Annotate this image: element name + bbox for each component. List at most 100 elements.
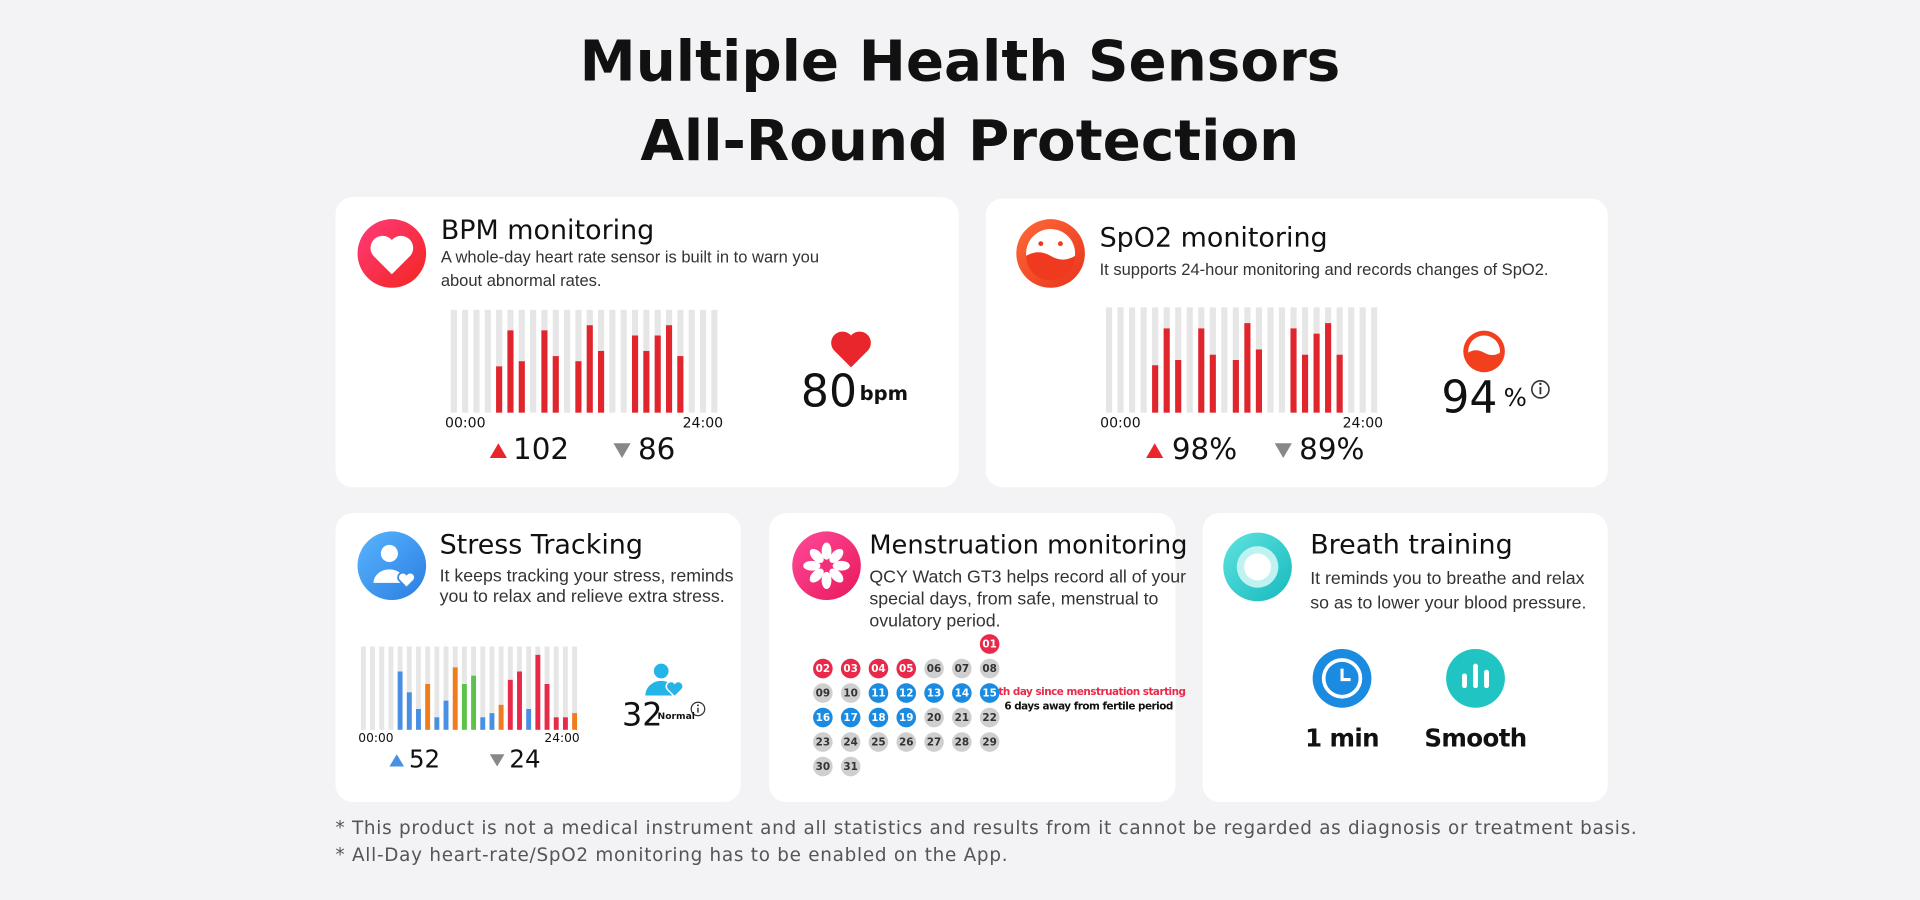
calendar-day — [979, 683, 1000, 703]
bar — [1336, 354, 1343, 413]
bar — [452, 667, 458, 730]
bar — [1175, 360, 1182, 413]
calendar-day — [840, 756, 861, 777]
bar-track — [496, 309, 503, 413]
bar-track — [620, 309, 627, 413]
bar-track — [530, 309, 537, 413]
card-description: A whole-day heart rate sensor is built i… — [441, 248, 819, 267]
bar-track — [379, 646, 385, 730]
bar — [572, 713, 578, 730]
bar — [1313, 333, 1320, 413]
bar — [507, 679, 513, 730]
calendar-day — [896, 732, 917, 752]
bar — [544, 684, 550, 730]
rhythm-icon — [1446, 648, 1505, 708]
calendar-day — [840, 683, 861, 703]
up-arrow — [389, 754, 405, 767]
unit: bpm — [860, 382, 908, 405]
calendar-day — [924, 707, 944, 728]
timer-icon — [1312, 648, 1372, 708]
bar — [471, 675, 477, 730]
card-title: SpO2 monitoring — [1100, 222, 1328, 253]
axis-label: 00:00 — [358, 731, 393, 745]
breath-icon — [1223, 532, 1292, 602]
calendar-day-label: 20 — [927, 712, 941, 724]
card-title: BPM monitoring — [441, 215, 654, 246]
bar — [416, 708, 421, 730]
unit: % — [1504, 383, 1527, 412]
title: Multiple Health Sensors — [580, 30, 1341, 95]
calendar-day — [952, 658, 972, 679]
card-title: Menstruation monitoring — [869, 531, 1187, 561]
calendar-day-label: 09 — [816, 688, 830, 700]
axis-label: 24:00 — [683, 416, 724, 432]
footnote: * This product is not a medical instrume… — [336, 818, 1638, 839]
calendar-day-label: 16 — [816, 712, 830, 724]
bar — [535, 654, 541, 730]
status: Normal — [658, 711, 695, 722]
calendar-day-label: 17 — [843, 712, 857, 724]
bar — [553, 717, 559, 730]
info-icon — [690, 701, 706, 717]
calendar-day — [868, 707, 889, 728]
bar — [397, 671, 403, 730]
calendar-day-label: 11 — [871, 688, 885, 700]
bar — [552, 356, 559, 413]
reading: 94 — [1441, 372, 1497, 423]
note: 6 days away from fertile period — [1004, 701, 1173, 713]
bar-track — [473, 309, 480, 413]
stress-icon — [357, 531, 427, 600]
bar-track — [572, 646, 578, 730]
max-value: 52 — [409, 744, 440, 773]
axis-label: 24:00 — [544, 731, 579, 745]
calendar-day-label: 27 — [927, 737, 941, 749]
bar — [443, 700, 449, 730]
calendar-day-label: 05 — [899, 663, 913, 675]
calendar-day — [979, 732, 1000, 752]
bar-track — [489, 646, 495, 730]
bar — [507, 330, 514, 413]
calendar-day — [813, 683, 833, 703]
axis-label: 24:00 — [1343, 416, 1384, 432]
person-icon — [645, 663, 684, 698]
calendar-day-label: 22 — [982, 712, 996, 724]
min-value: 89% — [1299, 432, 1364, 466]
item-label: 1 min — [1305, 724, 1379, 753]
title: All-Round Protection — [640, 109, 1299, 174]
calendar-day-label: 31 — [843, 761, 857, 773]
card — [1202, 513, 1608, 803]
calendar-day — [813, 658, 833, 679]
bar-track — [1359, 307, 1366, 413]
bar-track — [1371, 307, 1378, 413]
bar — [1152, 365, 1159, 413]
max-value: 102 — [513, 432, 569, 466]
calendar-day-label: 03 — [843, 663, 857, 675]
min-value: 86 — [638, 432, 675, 466]
bar-track — [1140, 307, 1147, 413]
calendar-day — [924, 658, 944, 679]
bar-track — [1105, 307, 1113, 413]
axis-label: 00:00 — [445, 416, 486, 432]
bar — [1209, 354, 1216, 413]
bar — [517, 671, 522, 730]
card — [768, 513, 1176, 803]
calendar-day-label: 18 — [871, 712, 885, 724]
calendar-day-label: 23 — [816, 737, 830, 749]
calendar-day-label: 15 — [982, 688, 996, 700]
down-arrow — [489, 754, 505, 767]
card-description: special days, from safe, menstrual to — [869, 589, 1158, 609]
bar-track — [370, 646, 375, 730]
calendar-day — [813, 756, 833, 777]
bar — [1232, 360, 1239, 413]
bar-track — [416, 646, 421, 730]
calendar-day — [840, 707, 861, 728]
bar-track — [1278, 307, 1286, 413]
bar — [489, 713, 495, 730]
calendar-day-label: 14 — [955, 688, 969, 700]
card-description: ovulatory period. — [869, 611, 1000, 631]
bar — [586, 325, 593, 413]
calendar-day-label: 06 — [927, 663, 941, 675]
spo2-icon — [1016, 219, 1085, 288]
bar-track — [1267, 307, 1274, 413]
bar — [598, 350, 605, 413]
